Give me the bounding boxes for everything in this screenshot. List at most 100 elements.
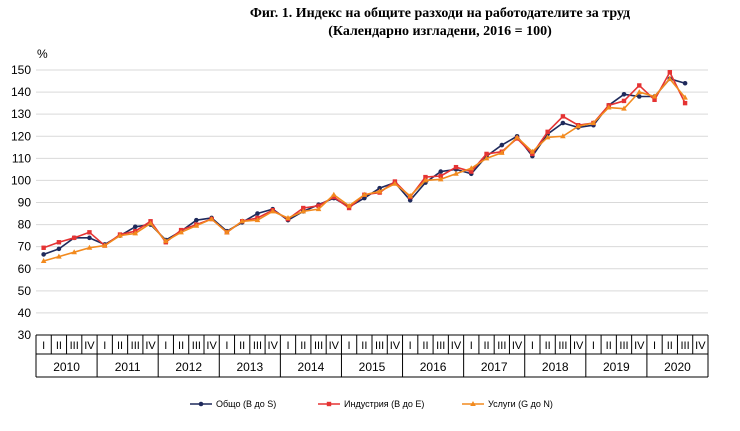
y-tick-label: 50 — [18, 284, 32, 298]
legend-marker — [470, 401, 476, 406]
data-point-services — [300, 208, 307, 214]
y-tick-label: 70 — [18, 240, 32, 254]
data-point-industry — [331, 194, 337, 200]
x-tick-label: III — [558, 340, 567, 352]
data-point-total — [438, 169, 444, 174]
legend-label: Общо (B до S) — [216, 399, 276, 409]
x-year-label: 2012 — [175, 360, 202, 374]
x-tick-label: II — [667, 340, 673, 352]
data-point-services — [468, 165, 475, 171]
data-point-services — [163, 238, 169, 244]
chart-subtitle: (Календарно изгладени, 2016 = 100) — [328, 24, 552, 39]
data-point-services — [117, 232, 123, 238]
data-point-total — [499, 142, 505, 148]
series-line-industry — [43, 71, 686, 249]
legend-marker — [326, 401, 332, 407]
legend-marker — [198, 401, 204, 407]
data-point-services — [239, 218, 245, 224]
data-point-industry — [652, 97, 657, 103]
data-point-services — [71, 249, 77, 255]
data-point-services — [621, 105, 627, 111]
x-tick-label: III — [375, 340, 384, 352]
data-point-total — [255, 211, 260, 216]
x-year-label: 2017 — [481, 360, 508, 374]
data-point-industry — [423, 174, 428, 180]
legend-item-services: Услуги (G до N) — [462, 399, 553, 409]
axes — [35, 334, 709, 378]
data-point-industry — [71, 235, 77, 241]
data-point-services — [224, 229, 230, 235]
data-point-total — [636, 94, 642, 99]
data-point-industry — [301, 205, 306, 211]
data-point-total — [621, 91, 627, 97]
data-point-services — [346, 202, 352, 208]
y-tick-label: 80 — [18, 218, 32, 232]
data-point-services — [392, 180, 398, 186]
x-tick-label: I — [42, 340, 45, 352]
data-point-services — [269, 208, 276, 214]
legend-label: Индустрия (B до E) — [344, 399, 424, 409]
x-year-label: 2019 — [603, 360, 630, 374]
data-point-industry — [545, 129, 550, 135]
data-point-services — [682, 94, 688, 100]
data-point-services — [178, 229, 184, 235]
x-year-label: 2011 — [115, 360, 141, 374]
x-tick-label: I — [225, 340, 228, 352]
x-tick-label: III — [681, 340, 690, 352]
x-year-label: 2010 — [53, 360, 80, 374]
data-point-services — [437, 176, 444, 182]
x-year-label: 2013 — [236, 360, 263, 374]
data-point-services — [361, 191, 368, 197]
data-point-industry — [453, 164, 459, 170]
y-tick-label: 110 — [12, 151, 31, 165]
data-point-services — [636, 89, 643, 95]
data-point-services — [483, 155, 490, 161]
x-tick-label: III — [131, 340, 140, 352]
data-point-total — [41, 252, 46, 257]
x-year-label: 2018 — [542, 360, 569, 374]
x-tick-label: II — [606, 340, 612, 352]
x-tick-label: IV — [390, 340, 401, 352]
data-point-services — [56, 253, 62, 259]
data-point-services — [40, 258, 47, 264]
data-point-services — [407, 192, 413, 198]
series-industry — [41, 70, 688, 250]
y-tick-label: 130 — [11, 107, 31, 121]
x-tick-label: I — [164, 340, 167, 352]
data-point-services — [514, 134, 520, 140]
data-point-industry — [438, 173, 443, 179]
x-tick-label: II — [361, 340, 367, 352]
x-year-label: 2016 — [420, 360, 447, 374]
x-tick-label: I — [103, 340, 106, 352]
y-tick-label: 30 — [18, 328, 32, 342]
data-point-services — [605, 104, 612, 110]
data-point-services — [651, 93, 658, 99]
data-point-services — [422, 177, 429, 183]
data-point-industry — [484, 151, 489, 157]
y-tick-label: 150 — [11, 63, 31, 77]
x-tick-label: II — [117, 340, 123, 352]
x-year-label: 2020 — [664, 360, 691, 374]
data-point-total — [560, 120, 566, 126]
x-tick-label: II — [178, 340, 184, 352]
x-tick-label: II — [239, 340, 245, 352]
data-point-services — [560, 133, 566, 139]
x-tick-label: IV — [84, 340, 95, 352]
y-tick-label: 120 — [11, 129, 31, 143]
data-point-industry — [560, 114, 566, 119]
data-point-services — [331, 191, 337, 197]
data-point-industry — [682, 100, 688, 106]
data-point-industry — [621, 98, 627, 104]
x-tick-label: II — [300, 340, 306, 352]
data-point-services — [132, 230, 139, 236]
y-axis-label: % — [37, 47, 48, 61]
data-point-industry — [530, 151, 535, 157]
legend: Общо (B до S) Индустрия (B до E) Услуги (G… — [190, 399, 553, 409]
x-tick-label: III — [619, 340, 628, 352]
data-point-services — [667, 75, 673, 81]
x-tick-label: I — [592, 340, 595, 352]
x-tick-label: III — [436, 340, 445, 352]
y-tick-label: 90 — [18, 196, 32, 210]
data-point-services — [453, 170, 459, 176]
